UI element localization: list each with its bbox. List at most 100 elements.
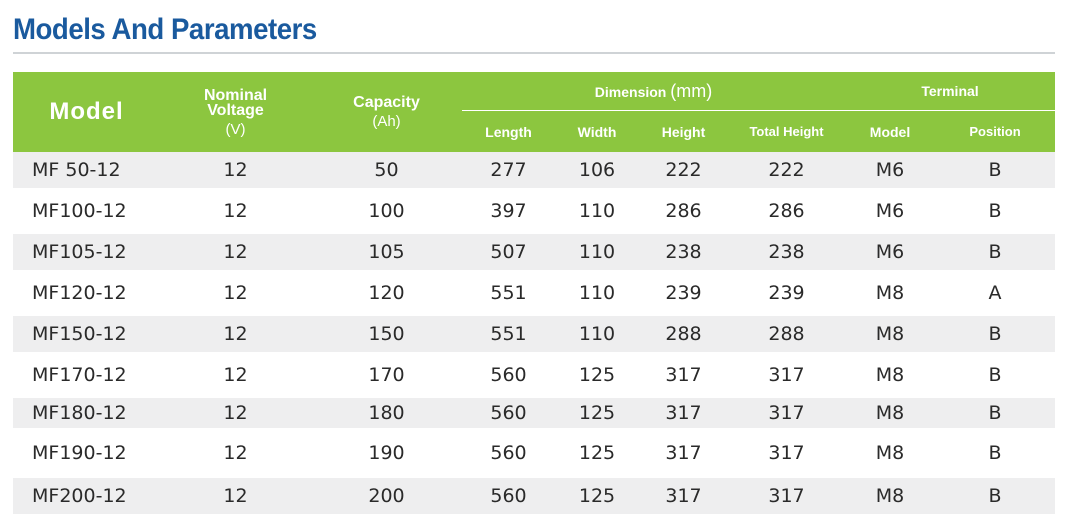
cell-height: 317 (639, 478, 728, 514)
cell-height: 317 (639, 398, 728, 428)
header-width: Width (555, 110, 639, 152)
table-body: MF 50-12 12 50 277 106 222 222 M6 B MF100-12 12 100… (13, 152, 1056, 514)
table-row: MF200-12 12 200 560 125 317 317 M8 B (13, 478, 1056, 514)
header-dimension-group: Dimension (mm) (462, 72, 846, 111)
cell-width: 125 (555, 428, 639, 478)
cell-voltage: 12 (160, 270, 311, 316)
cell-width: 110 (555, 316, 639, 352)
table-row: MF105-12 12 105 507 110 238 238 M6 B (13, 234, 1056, 270)
cell-width: 125 (555, 398, 639, 428)
header-terminal-group: Terminal (845, 72, 1056, 111)
header-capacity-label: Capacity (353, 94, 420, 111)
cell-length: 397 (462, 188, 555, 234)
cell-length: 551 (462, 316, 555, 352)
cell-terminal-position: B (935, 234, 1056, 270)
cell-model: MF170-12 (13, 352, 160, 398)
cell-voltage: 12 (160, 352, 311, 398)
cell-capacity: 200 (311, 478, 462, 514)
cell-height: 222 (639, 152, 728, 188)
cell-total-height: 317 (728, 428, 846, 478)
cell-terminal-model: M6 (845, 188, 936, 234)
cell-terminal-position: B (935, 188, 1056, 234)
parameters-table: Model Nominal Voltage (V) Capacity (Ah) … (13, 72, 1056, 514)
cell-model: MF200-12 (13, 478, 160, 514)
header-total-height: Total Height (728, 110, 846, 152)
cell-height: 317 (639, 428, 728, 478)
cell-terminal-position: B (935, 398, 1056, 428)
cell-terminal-model: M8 (845, 478, 936, 514)
cell-model: MF 50-12 (13, 152, 160, 188)
cell-total-height: 238 (728, 234, 846, 270)
cell-total-height: 288 (728, 316, 846, 352)
cell-height: 239 (639, 270, 728, 316)
cell-terminal-model: M6 (845, 152, 936, 188)
table-row: MF170-12 12 170 560 125 317 317 M8 B (13, 352, 1056, 398)
cell-terminal-position: B (935, 478, 1056, 514)
cell-total-height: 317 (728, 352, 846, 398)
cell-length: 277 (462, 152, 555, 188)
cell-total-height: 317 (728, 478, 846, 514)
header-height: Height (639, 110, 728, 152)
cell-voltage: 12 (160, 428, 311, 478)
cell-model: MF100-12 (13, 188, 160, 234)
cell-terminal-position: B (935, 152, 1056, 188)
cell-capacity: 105 (311, 234, 462, 270)
cell-voltage: 12 (160, 316, 311, 352)
cell-capacity: 190 (311, 428, 462, 478)
table-row: MF150-12 12 150 551 110 288 288 M8 B (13, 316, 1056, 352)
cell-terminal-position: B (935, 428, 1056, 478)
cell-terminal-model: M8 (845, 398, 936, 428)
cell-length: 560 (462, 478, 555, 514)
table-header: Model Nominal Voltage (V) Capacity (Ah) … (13, 72, 1056, 152)
cell-height: 238 (639, 234, 728, 270)
cell-model: MF120-12 (13, 270, 160, 316)
cell-voltage: 12 (160, 478, 311, 514)
cell-length: 551 (462, 270, 555, 316)
cell-total-height: 239 (728, 270, 846, 316)
cell-capacity: 180 (311, 398, 462, 428)
page-title: Models And Parameters (13, 13, 317, 46)
cell-capacity: 100 (311, 188, 462, 234)
cell-terminal-position: A (935, 270, 1056, 316)
table-row: MF100-12 12 100 397 110 286 286 M6 B (13, 188, 1056, 234)
cell-length: 560 (462, 428, 555, 478)
parameters-table-container: Model Nominal Voltage (V) Capacity (Ah) … (13, 72, 1056, 514)
header-model: Model (13, 72, 160, 152)
cell-voltage: 12 (160, 234, 311, 270)
title-divider (13, 52, 1055, 54)
table-row: MF 50-12 12 50 277 106 222 222 M6 B (13, 152, 1056, 188)
cell-length: 560 (462, 352, 555, 398)
cell-model: MF190-12 (13, 428, 160, 478)
cell-height: 317 (639, 352, 728, 398)
header-capacity-unit: (Ah) (372, 113, 401, 130)
cell-terminal-model: M8 (845, 428, 936, 478)
table-row: MF180-12 12 180 560 125 317 317 M8 B (13, 398, 1056, 428)
cell-width: 125 (555, 352, 639, 398)
cell-capacity: 170 (311, 352, 462, 398)
cell-terminal-model: M8 (845, 352, 936, 398)
cell-width: 110 (555, 234, 639, 270)
cell-capacity: 120 (311, 270, 462, 316)
header-terminal-position: Position (935, 110, 1056, 152)
cell-model: MF150-12 (13, 316, 160, 352)
header-capacity: Capacity (Ah) (311, 72, 462, 152)
cell-total-height: 222 (728, 152, 846, 188)
cell-terminal-position: B (935, 352, 1056, 398)
table-row: MF190-12 12 190 560 125 317 317 M8 B (13, 428, 1056, 478)
cell-model: MF180-12 (13, 398, 160, 428)
cell-width: 110 (555, 188, 639, 234)
cell-length: 560 (462, 398, 555, 428)
cell-terminal-model: M6 (845, 234, 936, 270)
header-length: Length (462, 110, 555, 152)
header-nominal-voltage: Nominal Voltage (V) (160, 72, 311, 152)
cell-terminal-model: M8 (845, 316, 936, 352)
cell-height: 288 (639, 316, 728, 352)
cell-voltage: 12 (160, 188, 311, 234)
table-row: MF120-12 12 120 551 110 239 239 M8 A (13, 270, 1056, 316)
cell-voltage: 12 (160, 152, 311, 188)
cell-width: 125 (555, 478, 639, 514)
cell-capacity: 50 (311, 152, 462, 188)
cell-total-height: 317 (728, 398, 846, 428)
cell-terminal-position: B (935, 316, 1056, 352)
cell-width: 110 (555, 270, 639, 316)
